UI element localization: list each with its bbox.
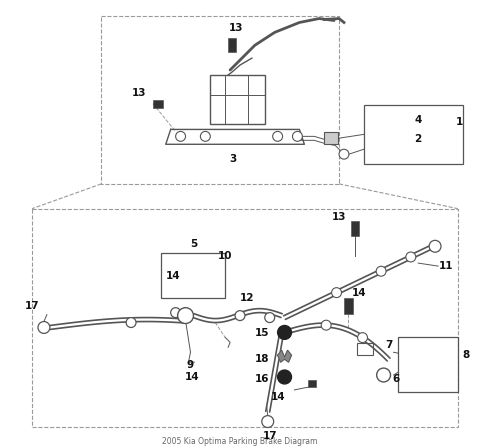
Circle shape: [377, 368, 391, 382]
Text: 9: 9: [187, 360, 194, 370]
Text: 12: 12: [240, 293, 254, 303]
Text: 8: 8: [462, 350, 469, 360]
Circle shape: [171, 308, 180, 317]
Text: 5: 5: [190, 239, 197, 249]
Text: 7: 7: [385, 340, 392, 350]
Circle shape: [262, 416, 274, 427]
Text: 6: 6: [393, 374, 400, 384]
Circle shape: [292, 131, 302, 141]
Bar: [351, 220, 359, 236]
Circle shape: [38, 321, 50, 333]
Text: 13: 13: [332, 211, 346, 222]
Circle shape: [277, 325, 291, 339]
Text: 4: 4: [415, 114, 422, 125]
Text: 13: 13: [132, 88, 146, 98]
Text: 15: 15: [254, 329, 269, 338]
Circle shape: [265, 312, 275, 323]
Bar: [324, 132, 338, 144]
Text: 17: 17: [25, 301, 39, 311]
Circle shape: [277, 370, 291, 384]
Circle shape: [358, 333, 368, 342]
Bar: [210, 75, 265, 124]
Text: 14: 14: [270, 392, 285, 402]
Bar: [308, 380, 316, 387]
Circle shape: [178, 308, 193, 324]
Text: 13: 13: [229, 23, 243, 34]
Bar: [228, 38, 236, 52]
Circle shape: [273, 131, 283, 141]
Circle shape: [332, 288, 341, 298]
Text: 10: 10: [218, 251, 232, 261]
Circle shape: [126, 317, 136, 328]
Bar: [357, 343, 372, 355]
Text: 2: 2: [415, 135, 422, 144]
Text: 14: 14: [165, 271, 180, 281]
Circle shape: [376, 266, 386, 276]
Circle shape: [176, 131, 186, 141]
Circle shape: [200, 131, 210, 141]
Text: 2005 Kia Optima Parking Brake Diagram: 2005 Kia Optima Parking Brake Diagram: [162, 437, 318, 446]
Text: 14: 14: [351, 288, 366, 298]
Text: 3: 3: [229, 154, 237, 164]
Text: 1: 1: [456, 117, 464, 127]
Bar: [153, 100, 163, 108]
Text: 14: 14: [185, 372, 200, 382]
Bar: [398, 337, 458, 392]
Bar: [161, 253, 225, 298]
Circle shape: [235, 311, 245, 320]
Text: 17: 17: [263, 431, 277, 442]
Bar: [364, 105, 463, 164]
Circle shape: [429, 240, 441, 252]
Polygon shape: [277, 350, 291, 362]
Text: 11: 11: [439, 261, 453, 271]
Circle shape: [406, 252, 416, 262]
Circle shape: [321, 320, 331, 330]
Circle shape: [339, 149, 349, 159]
Text: 16: 16: [254, 374, 269, 384]
Text: 18: 18: [254, 354, 269, 364]
Bar: [344, 298, 353, 314]
